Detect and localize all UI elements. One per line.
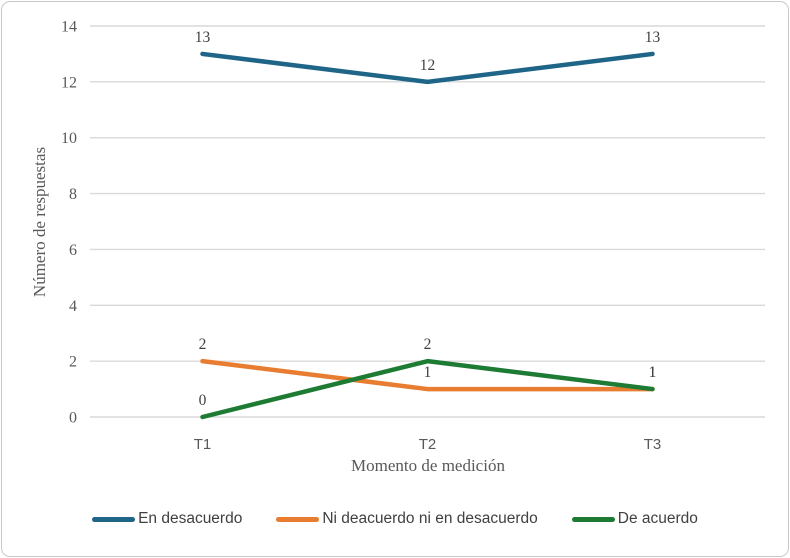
x-axis-title: Momento de medición <box>351 456 505 475</box>
legend: En desacuerdo Ni deacuerdo ni en desacuer… <box>0 510 790 528</box>
series-line <box>200 358 655 420</box>
legend-label: De acuerdo <box>617 510 698 527</box>
y-tick-label: 14 <box>61 19 77 36</box>
y-tick-label: 12 <box>61 74 77 91</box>
legend-item: De acuerdo <box>571 510 698 528</box>
data-label: 1 <box>649 364 657 381</box>
series-line <box>200 51 655 85</box>
legend-item: En desacuerdo <box>92 510 242 528</box>
y-tick-label: 4 <box>69 298 77 315</box>
x-tick-label: T2 <box>419 436 437 453</box>
legend-item: Ni deacuerdo ni en desacuerdo <box>276 510 538 528</box>
legend-line-swatch <box>276 516 320 522</box>
legend-line-swatch <box>92 516 136 522</box>
data-label: 2 <box>199 336 207 353</box>
legend-label: En desacuerdo <box>138 510 243 527</box>
y-axis-title: Número de respuestas <box>30 146 49 298</box>
legend-label: Ni deacuerdo ni en desacuerdo <box>322 510 538 527</box>
data-label: 13 <box>195 29 211 46</box>
y-tick-label: 2 <box>69 354 77 371</box>
data-label: 12 <box>420 57 436 74</box>
data-label: 13 <box>645 29 661 46</box>
x-tick-label: T1 <box>194 436 212 453</box>
x-tick-label: T3 <box>644 436 662 453</box>
data-label: 1 <box>424 364 432 381</box>
y-tick-label: 8 <box>69 186 77 203</box>
data-label: 2 <box>424 336 432 353</box>
data-label: 0 <box>199 392 207 409</box>
y-tick-label: 6 <box>69 242 77 259</box>
series-line <box>200 358 655 392</box>
data-label: 1 <box>649 364 657 381</box>
legend-line-swatch <box>571 516 615 522</box>
y-tick-label: 0 <box>69 410 77 427</box>
y-tick-label: 10 <box>61 130 77 147</box>
